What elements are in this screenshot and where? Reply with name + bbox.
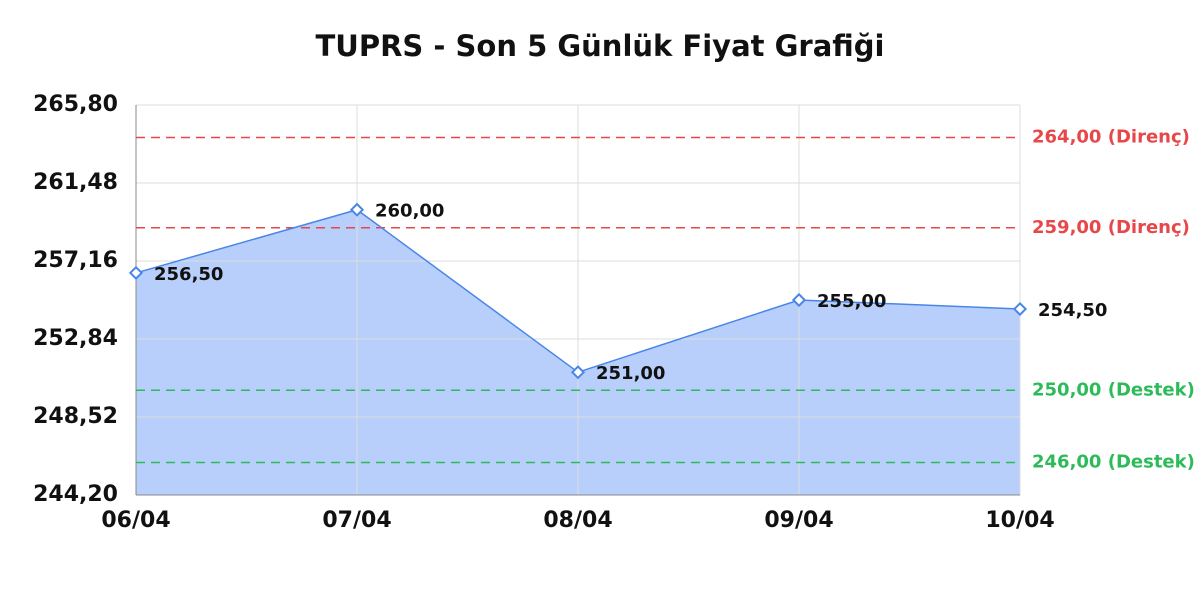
- reference-label: 259,00 (Direnç): [1032, 217, 1190, 238]
- x-tick-label: 06/04: [101, 508, 170, 533]
- y-tick-label: 265,80: [33, 92, 118, 117]
- value-label: 254,50: [1038, 300, 1107, 321]
- y-tick-label: 252,84: [33, 326, 118, 351]
- point-marker: [349, 202, 365, 217]
- x-tick-label: 08/04: [543, 508, 612, 533]
- x-tick-label: 07/04: [322, 508, 391, 533]
- y-tick-label: 244,20: [33, 482, 118, 507]
- y-tick-label: 261,48: [33, 170, 118, 195]
- y-tick-label: 248,52: [33, 404, 118, 429]
- y-tick-label: 257,16: [33, 248, 118, 273]
- point-marker: [791, 292, 807, 308]
- value-label: 260,00: [375, 201, 444, 222]
- reference-label: 246,00 (Destek): [1032, 452, 1195, 473]
- value-label: 251,00: [596, 363, 665, 384]
- value-label: 255,00: [817, 291, 886, 312]
- reference-label: 250,00 (Destek): [1032, 379, 1195, 400]
- point-marker: [128, 265, 144, 280]
- reference-label: 264,00 (Direnç): [1032, 127, 1190, 148]
- chart-title: TUPRS - Son 5 Günlük Fiyat Grafiği: [316, 29, 885, 63]
- x-tick-label: 09/04: [764, 508, 833, 533]
- point-marker: [1012, 301, 1028, 317]
- x-tick-label: 10/04: [985, 508, 1054, 533]
- value-label: 256,50: [154, 264, 223, 285]
- point-marker: [570, 365, 586, 380]
